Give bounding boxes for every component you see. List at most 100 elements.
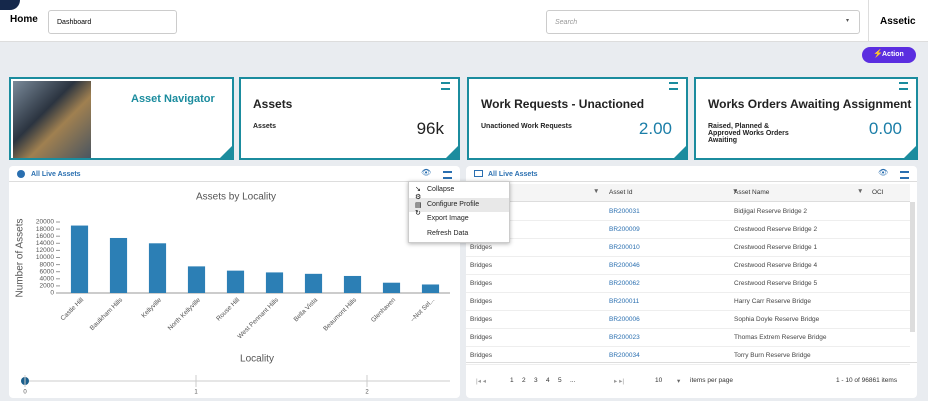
y-axis-title: Number of Assets bbox=[15, 219, 26, 298]
asset-image bbox=[13, 81, 91, 158]
corner bbox=[0, 0, 20, 10]
x-tick-label: --Not Sel... bbox=[409, 297, 436, 324]
y-tick-label: 14000 bbox=[36, 240, 54, 247]
asset-id-link: BR200011 bbox=[609, 298, 640, 305]
x-tick-label: Bella Vista bbox=[293, 296, 320, 323]
category: Bridges bbox=[470, 298, 493, 305]
table-icon bbox=[474, 170, 483, 177]
x-tick-label: West Pennant Hills bbox=[236, 296, 280, 340]
brand: Assetic bbox=[880, 16, 916, 27]
card-label: Raised, Planned & Approved Works Orders … bbox=[708, 123, 789, 144]
y-tick-label: 16000 bbox=[36, 233, 54, 240]
asset-name: Sophia Doyle Reserve Bridge bbox=[734, 316, 820, 323]
asset-id-link: BR200023 bbox=[609, 334, 640, 341]
row-line bbox=[466, 328, 910, 329]
card-value: 0.00 bbox=[868, 119, 902, 138]
y-tick-label: 10000 bbox=[36, 254, 54, 261]
filter-icon: ▼ bbox=[593, 188, 600, 195]
x-tick-label: Baulkham Hills bbox=[89, 296, 125, 332]
asset-id-link: BR200006 bbox=[609, 316, 640, 323]
category: Bridges bbox=[470, 316, 493, 323]
pager-summary: 1 - 10 of 96861 items bbox=[836, 377, 898, 384]
card-title: Works Orders Awaiting Assignment bbox=[708, 97, 912, 111]
page-link: ... bbox=[570, 377, 576, 384]
slider-label: 2 bbox=[365, 390, 369, 396]
card-label: Assets bbox=[253, 123, 276, 130]
filter-icon: ▼ bbox=[732, 188, 739, 195]
asset-name: Crestwood Reserve Bridge 4 bbox=[734, 262, 818, 269]
y-tick-label: 12000 bbox=[36, 247, 54, 254]
menu-item[interactable]: Export Image bbox=[427, 215, 469, 222]
divider bbox=[9, 181, 460, 182]
page-link: 2 bbox=[522, 377, 526, 384]
column-header: Asset Id bbox=[609, 189, 633, 196]
page-link: 3 bbox=[534, 377, 538, 384]
row-line bbox=[466, 346, 910, 347]
y-tick-label: 2000 bbox=[40, 283, 55, 290]
card-value: 2.00 bbox=[638, 119, 672, 138]
menu-item[interactable]: Configure Profile bbox=[427, 201, 480, 208]
card[interactable]: Work Requests - Unactioned Unactioned Wo… bbox=[467, 77, 688, 160]
page-link: 5 bbox=[558, 377, 562, 384]
dropdown-arrow: ▾ bbox=[677, 378, 681, 385]
asset-name: Crestwood Reserve Bridge 1 bbox=[734, 244, 818, 251]
bolt-icon: ⚡ bbox=[873, 49, 883, 58]
row-line bbox=[466, 256, 910, 257]
card-value: 96k bbox=[416, 119, 444, 138]
asset-name: Crestwood Reserve Bridge 5 bbox=[734, 280, 818, 287]
menu-icons: ↘ ⚙ ▤ ↻ bbox=[415, 186, 422, 217]
asset-name: Bidjigal Reserve Bridge 2 bbox=[734, 208, 807, 215]
column-header: OCI bbox=[872, 189, 884, 196]
card[interactable]: Asset Navigator bbox=[9, 77, 234, 160]
asset-id-link: BR200046 bbox=[609, 262, 640, 269]
eye-icon[interactable]: 👁 bbox=[421, 168, 432, 177]
row-line bbox=[466, 274, 910, 275]
bar bbox=[109, 237, 128, 293]
asset-id-link: BR200062 bbox=[609, 280, 640, 287]
bar bbox=[343, 275, 362, 293]
menu-item[interactable]: Refresh Data bbox=[427, 230, 469, 237]
x-tick-label: Kellyville bbox=[140, 296, 163, 319]
y-tick-label: 4000 bbox=[40, 276, 55, 283]
table-header bbox=[466, 184, 910, 202]
home-link[interactable]: Home bbox=[10, 14, 38, 25]
row-line bbox=[466, 220, 910, 221]
x-axis-title: Locality bbox=[240, 354, 274, 365]
context-menu: Collapse Configure Profile Export Image … bbox=[408, 181, 510, 243]
x-tick-label: Glenhaven bbox=[370, 296, 397, 323]
page-link: 1 bbox=[510, 377, 514, 384]
panel-title: All Live Assets bbox=[31, 171, 81, 178]
panel-title: All Live Assets bbox=[488, 171, 538, 178]
asset-name: Torry Burn Reserve Bridge bbox=[734, 352, 811, 359]
search-box[interactable]: Search bbox=[546, 10, 860, 34]
x-tick-label: Beaumont Hills bbox=[322, 296, 358, 332]
eye-icon[interactable]: 👁 bbox=[878, 168, 889, 177]
page-size: 10 bbox=[655, 377, 663, 384]
dashboard-select[interactable]: Dashboard bbox=[48, 10, 177, 34]
pager-nav: |◂ ◂ bbox=[476, 378, 487, 385]
page-link: 4 bbox=[546, 377, 550, 384]
divider bbox=[868, 0, 869, 42]
dropdown-arrow: ▾ bbox=[846, 18, 850, 24]
bar bbox=[187, 266, 206, 293]
card[interactable]: Assets Assets 96k bbox=[239, 77, 460, 160]
x-tick-label: Castle Hill bbox=[59, 296, 85, 322]
asset-id-link: BR200031 bbox=[609, 208, 640, 215]
chart: Assets by Locality Number of Assets Loca… bbox=[15, 192, 450, 396]
menu-item[interactable]: Collapse bbox=[427, 186, 455, 193]
asset-name: Thomas Extrem Reserve Bridge bbox=[734, 334, 827, 341]
top-bar: Home Dashboard Search ▾ Assetic bbox=[0, 0, 928, 42]
card-title: Asset Navigator bbox=[131, 93, 215, 105]
bar bbox=[304, 273, 323, 293]
row-line bbox=[466, 238, 910, 239]
card-title: Work Requests - Unactioned bbox=[481, 97, 645, 111]
menu-hover bbox=[409, 198, 509, 212]
category: Bridges bbox=[470, 244, 493, 251]
column-header: Asset Name bbox=[734, 189, 770, 196]
bar bbox=[421, 284, 440, 293]
bar bbox=[226, 270, 245, 293]
bar bbox=[382, 282, 401, 293]
action-button[interactable]: Action bbox=[862, 47, 916, 63]
card[interactable]: Works Orders Awaiting Assignment Raised,… bbox=[694, 77, 918, 160]
